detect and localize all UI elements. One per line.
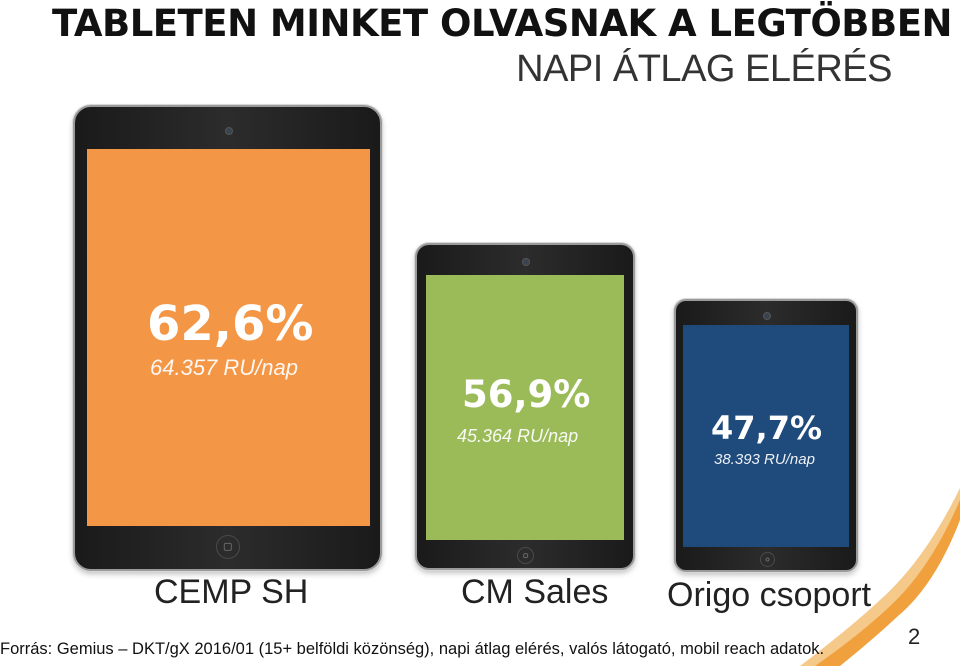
bar-cm-sales: 56,9% 45.364 RU/nap <box>426 275 624 540</box>
bar-origo-csoport: 47,7% 38.393 RU/nap <box>683 325 849 547</box>
chart-subtitle: NAPI ÁTLAG ELÉRÉS <box>516 48 892 90</box>
tablet-cm-sales: 56,9% 45.364 RU/nap <box>415 243 635 570</box>
camera-icon <box>763 312 771 320</box>
home-button-icon <box>760 552 775 567</box>
category-label-cemp-sh: CEMP SH <box>154 573 309 611</box>
value-label-origo-csoport: 47,7% <box>711 409 823 447</box>
category-label-origo-csoport: Origo csoport <box>667 576 872 614</box>
camera-icon <box>225 127 233 135</box>
page-number: 2 <box>908 624 921 649</box>
home-button-icon <box>517 547 534 564</box>
secondary-label-cemp-sh: 64.357 RU/nap <box>150 355 298 380</box>
bar-cemp-sh: 62,6% 64.357 RU/nap <box>87 149 370 526</box>
secondary-label-cm-sales: 45.364 RU/nap <box>457 426 579 446</box>
home-button-icon <box>216 535 240 559</box>
source-note: Forrás: Gemius – DKT/gX 2016/01 (15+ bel… <box>0 640 825 658</box>
tablet-origo-csoport: 47,7% 38.393 RU/nap <box>674 299 858 572</box>
value-label-cemp-sh: 62,6% <box>147 296 314 352</box>
tablet-cemp-sh: 62,6% 64.357 RU/nap <box>73 105 382 571</box>
category-label-cm-sales: CM Sales <box>461 573 609 611</box>
chart-title: TABLETEN MINKET OLVASNAK A LEGTÖBBEN <box>52 2 952 45</box>
secondary-label-origo-csoport: 38.393 RU/nap <box>714 451 815 468</box>
value-label-cm-sales: 56,9% <box>462 373 591 416</box>
camera-icon <box>522 258 530 266</box>
